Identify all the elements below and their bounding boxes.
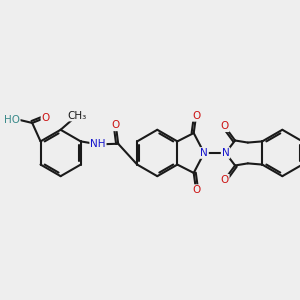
Text: O: O xyxy=(220,121,229,131)
Text: N: N xyxy=(200,148,208,158)
Text: O: O xyxy=(220,175,229,185)
Text: O: O xyxy=(192,185,200,195)
Text: O: O xyxy=(192,111,200,121)
Text: HO: HO xyxy=(4,115,20,125)
Text: O: O xyxy=(112,120,120,130)
Text: NH: NH xyxy=(90,140,106,149)
Text: O: O xyxy=(41,112,50,123)
Text: N: N xyxy=(222,148,230,158)
Text: CH₃: CH₃ xyxy=(68,110,87,121)
